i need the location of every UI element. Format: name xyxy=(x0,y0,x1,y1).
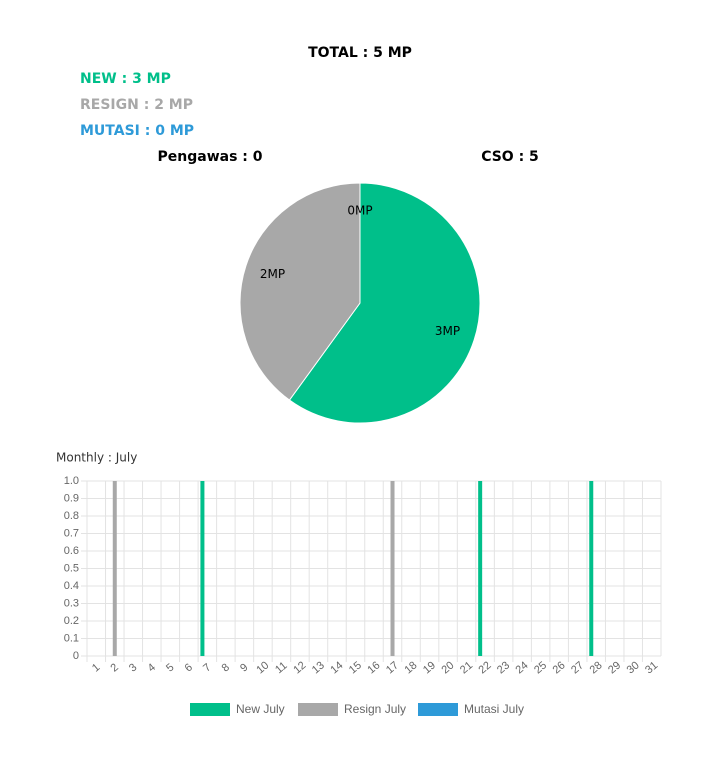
x-tick-label: 15 xyxy=(347,659,364,676)
x-tick-label: 1 xyxy=(90,661,102,674)
y-tick-label: 0.7 xyxy=(64,527,79,539)
x-tick-label: 9 xyxy=(238,661,250,674)
x-tick-label: 17 xyxy=(384,659,401,676)
x-tick-label: 13 xyxy=(310,659,327,676)
bar xyxy=(390,481,395,656)
bar xyxy=(112,481,117,656)
x-tick-label: 12 xyxy=(291,659,308,676)
bar xyxy=(200,481,205,656)
x-tick-label: 29 xyxy=(606,659,623,676)
x-tick-label: 3 xyxy=(127,661,139,674)
x-tick-label: 6 xyxy=(183,661,195,674)
x-tick-label: 10 xyxy=(254,659,271,676)
x-tick-label: 11 xyxy=(273,660,289,677)
x-tick-label: 25 xyxy=(532,659,549,676)
x-tick-label: 8 xyxy=(220,661,232,674)
y-tick-label: 0.2 xyxy=(64,615,79,627)
slice-label: 0MP xyxy=(347,204,372,218)
x-tick-label: 30 xyxy=(625,659,642,676)
y-tick-label: 0.6 xyxy=(64,545,79,557)
cso: CSO : 5 xyxy=(481,149,539,165)
x-tick-label: 2 xyxy=(109,661,121,674)
legend-label: New July xyxy=(236,702,285,716)
y-tick-label: 0 xyxy=(73,650,79,662)
y-tick-label: 0.4 xyxy=(64,580,79,592)
legend-swatch xyxy=(190,703,230,716)
y-tick-label: 0.5 xyxy=(64,562,79,574)
x-tick-label: 7 xyxy=(201,661,213,674)
bar-title: Monthly : July xyxy=(56,451,137,465)
x-tick-label: 24 xyxy=(514,659,531,676)
x-tick-label: 27 xyxy=(569,659,586,676)
pie-slice xyxy=(239,182,361,401)
x-tick-label: 16 xyxy=(365,659,382,676)
legend-label: Resign July xyxy=(344,702,406,716)
pie-slice xyxy=(288,182,481,424)
x-tick-label: 19 xyxy=(421,659,438,676)
y-tick-label: 0.3 xyxy=(64,597,79,609)
slice-label: 2MP xyxy=(260,267,285,281)
bar xyxy=(589,481,594,656)
x-tick-label: 23 xyxy=(495,659,512,676)
y-tick-label: 1.0 xyxy=(64,475,79,487)
x-tick-label: 5 xyxy=(164,661,176,674)
x-tick-label: 20 xyxy=(439,659,456,676)
new-count: NEW : 3 MP xyxy=(80,71,171,87)
legend-label: Mutasi July xyxy=(464,702,524,716)
slice-label: 3MP xyxy=(435,324,460,338)
pengawas: Pengawas : 0 xyxy=(158,149,263,165)
x-tick-label: 22 xyxy=(476,659,493,676)
x-tick-label: 31 xyxy=(643,659,660,676)
x-tick-label: 4 xyxy=(146,661,158,674)
x-tick-label: 26 xyxy=(551,659,568,676)
y-tick-label: 0.8 xyxy=(64,510,79,522)
y-tick-label: 0.9 xyxy=(64,492,79,504)
bar xyxy=(478,481,483,656)
total: TOTAL : 5 MP xyxy=(308,45,412,61)
legend-swatch xyxy=(418,703,458,716)
legend-swatch xyxy=(298,703,338,716)
x-tick-label: 28 xyxy=(588,659,605,676)
x-tick-label: 21 xyxy=(458,659,475,676)
resign-count: RESIGN : 2 MP xyxy=(80,97,193,113)
x-tick-label: 14 xyxy=(328,659,345,676)
mutasi-count: MUTASI : 0 MP xyxy=(80,123,194,139)
y-tick-label: 0.1 xyxy=(64,632,79,644)
x-tick-label: 18 xyxy=(402,659,419,676)
